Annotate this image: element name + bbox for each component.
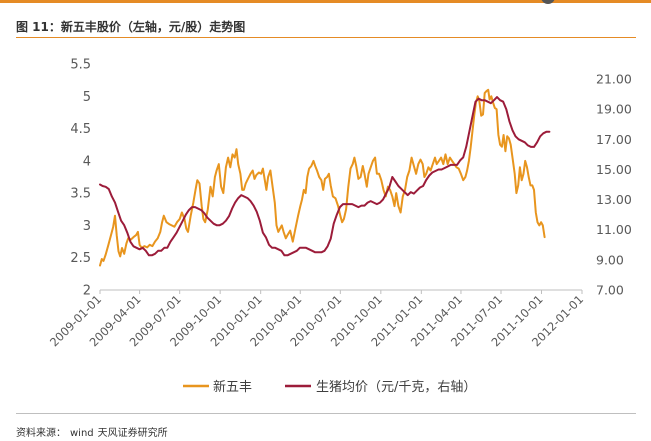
title-divider	[16, 37, 636, 38]
source-label: 资料来源：	[16, 428, 66, 439]
series-line-stock-price	[99, 88, 546, 267]
y-left-tick-label: 2	[83, 284, 91, 299]
y-right-tick-label: 9.00	[596, 252, 624, 267]
y-left-tick-label: 3.5	[70, 187, 91, 202]
source-note: 资料来源： wind 天风证券研究所	[16, 424, 172, 439]
y-left-tick-label: 5	[83, 90, 91, 105]
y-left-tick-label: 2.5	[70, 251, 91, 266]
y-left-tick-label: 4	[83, 154, 91, 169]
y-right-tick-label: 17.00	[596, 132, 632, 147]
y-right-tick-label: 21.00	[596, 72, 632, 87]
legend-label: 新五丰	[213, 379, 252, 395]
y-left-tick-label: 5.5	[70, 58, 91, 73]
header-accent-rule	[0, 0, 651, 3]
logo-mark	[541, 0, 555, 4]
line-chart: 2 2.5 3 3.5 4 4.5 5 5.5 7.00 9.00 11.00 13.00 15.00 1…	[47, 58, 632, 396]
y-right-tick-label: 13.00	[596, 192, 632, 207]
y-left-tick-label: 3	[83, 219, 91, 234]
y-right-tick-label: 7.00	[596, 283, 624, 298]
y-right-tick-label: 15.00	[596, 162, 632, 177]
source-item-wind: wind	[70, 428, 94, 439]
source-item-institute: 天风证券研究所	[97, 428, 168, 439]
source-divider	[16, 413, 636, 414]
legend-label: 生猪均价（元/千克，右轴）	[316, 380, 476, 395]
legend: 新五丰 生猪均价（元/千克，右轴）	[183, 379, 476, 395]
series-line-hog-price	[99, 96, 551, 257]
y-right-tick-label: 19.00	[596, 102, 632, 117]
figure-title: 图 11：新五丰股价（左轴，元/股）走势图	[16, 20, 246, 34]
y-left-tick-label: 4.5	[70, 122, 91, 137]
y-right-tick-label: 11.00	[596, 222, 632, 237]
legend-item-hog-price: 生猪均价（元/千克，右轴）	[285, 380, 476, 395]
legend-item-stock-price: 新五丰	[183, 379, 252, 395]
